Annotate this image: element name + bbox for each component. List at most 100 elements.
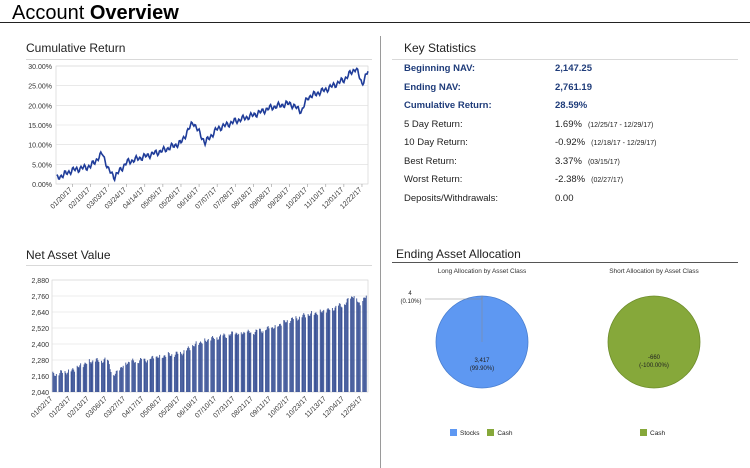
key-statistic-range: (03/15/17): [587, 159, 620, 166]
nav-bar: [265, 329, 267, 392]
nav-bar: [126, 364, 128, 392]
legend-item-stocks[interactable]: Stocks: [450, 429, 480, 437]
long-allocation-leader-line: [425, 296, 483, 300]
nav-bar: [297, 320, 299, 392]
nav-bar: [65, 372, 67, 392]
key-statistic-label: Ending NAV:: [404, 82, 461, 93]
nav-bar: [356, 298, 358, 392]
nav-bar: [194, 343, 196, 392]
nav-bar: [265, 330, 267, 392]
key-statistic-label: 10 Day Return:: [404, 137, 468, 148]
nav-bar: [121, 367, 123, 392]
nav-bar: [252, 334, 254, 392]
nav-bar: [171, 354, 173, 392]
key-statistic-label: Beginning NAV:: [404, 63, 476, 74]
page-title-light: Account: [12, 2, 90, 24]
nav-bar: [144, 358, 146, 392]
cumulative-return-y-tick-label: 10.00%: [28, 143, 52, 150]
nav-bar: [219, 336, 220, 392]
cumulative-return-y-tick-label: 25.00%: [28, 84, 52, 91]
nav-y-tick-label: 2,520: [31, 326, 49, 333]
nav-y-tick-label: 2,040: [31, 390, 49, 397]
legend-item-cash-short[interactable]: Cash: [640, 429, 666, 437]
nav-bar: [167, 352, 169, 392]
nav-bar: [204, 338, 206, 392]
nav-bar: [229, 335, 231, 392]
nav-bar: [262, 331, 264, 392]
nav-bar: [61, 372, 63, 392]
long-allocation-cash-value: 4: [408, 291, 412, 297]
key-statistic-row: 10 Day Return: -0.92% (12/18/17 - 12/29/17…: [404, 137, 704, 155]
key-statistic-value-text: 2,761.19: [555, 82, 592, 93]
key-statistic-row: 5 Day Return: 1.69% (12/25/17 - 12/29/17): [404, 119, 704, 137]
nav-bar: [249, 333, 251, 392]
nav-bar: [186, 348, 188, 392]
nav-bar: [279, 324, 280, 392]
nav-x-ticks: 01/02/1701/23/1702/13/1703/06/1703/27/17…: [30, 395, 364, 419]
nav-bar: [362, 301, 364, 392]
key-statistic-value: -2.38% (02/27/17): [555, 174, 623, 185]
nav-bar: [253, 334, 255, 392]
nav-bar: [200, 342, 202, 392]
nav-bar: [98, 362, 100, 392]
key-statistic-value: 2,761.19: [555, 82, 592, 93]
nav-bar: [323, 309, 325, 392]
key-statistics-title: Key Statistics: [404, 41, 477, 55]
nav-bar: [116, 370, 118, 392]
nav-bar: [248, 331, 250, 392]
cumulative-return-y-tick-label: 30.00%: [28, 64, 52, 71]
nav-bar: [145, 361, 147, 392]
short-allocation-pie-cash: [607, 295, 701, 389]
nav-bar: [104, 357, 106, 392]
key-statistic-label: Worst Return:: [404, 174, 463, 185]
nav-bar: [115, 370, 117, 392]
nav-y-tick-label: 2,880: [31, 278, 49, 285]
nav-bar: [67, 372, 69, 392]
legend-item-cash[interactable]: Cash: [487, 429, 513, 437]
nav-bar: [338, 303, 340, 392]
nav-bar: [268, 328, 270, 392]
nav-bar: [307, 314, 309, 392]
nav-bar: [189, 350, 191, 392]
nav-bar: [195, 341, 197, 392]
nav-bar: [303, 313, 305, 392]
nav-bar: [277, 326, 279, 392]
nav-bar: [331, 308, 333, 392]
stocks-swatch-icon: [450, 429, 457, 436]
nav-bar: [322, 310, 324, 392]
nav-bar: [127, 363, 128, 392]
nav-bar: [140, 358, 141, 392]
nav-bar: [235, 332, 237, 392]
nav-bar: [82, 367, 84, 392]
key-statistic-row: Deposits/Withdrawals: 0.00: [404, 193, 704, 211]
key-statistic-label: Deposits/Withdrawals:: [404, 193, 498, 204]
long-allocation-stocks-value: 3,417: [474, 358, 490, 364]
page-title: Account Overview: [12, 1, 179, 25]
nav-bar: [76, 365, 78, 392]
nav-bar: [127, 361, 129, 392]
nav-bar: [163, 355, 165, 392]
nav-bar: [321, 312, 323, 392]
nav-bar: [340, 306, 342, 392]
nav-bar: [58, 375, 60, 392]
nav-bar: [250, 332, 252, 392]
page-title-bold: Overview: [89, 2, 179, 24]
nav-bar: [113, 375, 115, 392]
title-divider: [0, 22, 750, 23]
nav-bar: [237, 335, 239, 392]
key-statistic-label: Best Return:: [404, 156, 457, 167]
nav-bar: [86, 364, 88, 392]
long-allocation-stocks-pct: (99.90%): [469, 366, 495, 372]
nav-bar: [225, 337, 227, 392]
nav-bar: [151, 356, 153, 392]
nav-bar: [88, 359, 90, 392]
nav-bar: [74, 371, 76, 392]
nav-y-tick-label: 2,640: [31, 310, 49, 317]
nav-bar: [256, 330, 258, 392]
nav-bar: [134, 362, 135, 392]
legend-label-cash-short: Cash: [650, 430, 666, 437]
nav-bar: [241, 334, 243, 392]
nav-bar: [290, 321, 292, 392]
nav-bar: [181, 355, 183, 392]
nav-bar: [305, 317, 306, 392]
